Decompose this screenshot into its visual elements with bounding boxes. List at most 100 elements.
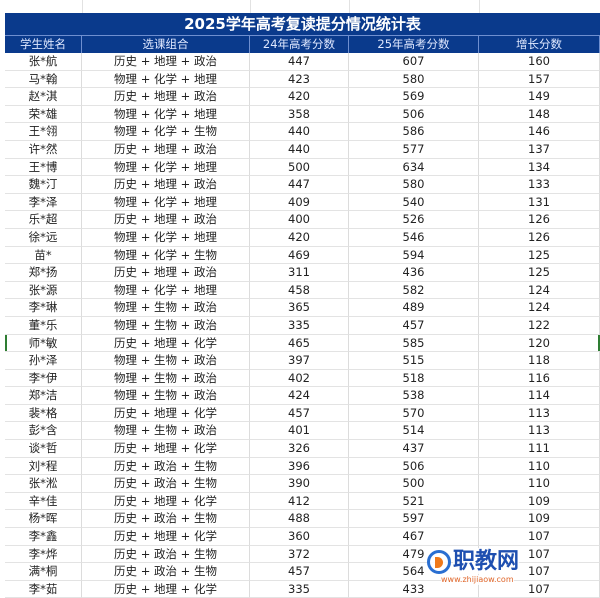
cell-subjects[interactable]: 物理 + 生物 + 政治 (82, 422, 250, 441)
cell-score-25[interactable]: 506 (349, 457, 479, 476)
cell-subjects[interactable]: 物理 + 生物 + 政治 (82, 299, 250, 317)
cell-subjects[interactable]: 物理 + 生物 + 政治 (82, 316, 250, 335)
cell-name[interactable]: 乐*超 (5, 211, 82, 229)
cell-name[interactable]: 荣*雄 (5, 105, 82, 124)
cell-increase[interactable]: 157 (479, 70, 600, 89)
cell-name[interactable]: 王*翎 (5, 123, 82, 141)
header-score-25[interactable]: 25年高考分数 (349, 36, 479, 53)
cell-increase[interactable]: 110 (479, 457, 600, 476)
cell-increase[interactable]: 118 (479, 352, 600, 370)
cell-score-24[interactable]: 358 (250, 105, 349, 124)
cell-increase[interactable]: 116 (479, 369, 600, 388)
cell-name[interactable]: 师*敏 (5, 334, 82, 353)
cell-subjects[interactable]: 物理 + 生物 + 政治 (82, 387, 250, 405)
cell-score-24[interactable]: 458 (250, 281, 349, 300)
cell-score-24[interactable]: 311 (250, 264, 349, 282)
cell-subjects[interactable]: 历史 + 地理 + 化学 (82, 404, 250, 423)
cell-score-25[interactable]: 546 (349, 228, 479, 247)
cell-score-24[interactable]: 447 (250, 53, 349, 71)
cell-increase[interactable]: 125 (479, 246, 600, 265)
cell-name[interactable]: 李*鑫 (5, 528, 82, 546)
cell-subjects[interactable]: 历史 + 地理 + 政治 (82, 88, 250, 106)
cell-score-25[interactable]: 467 (349, 528, 479, 546)
cell-subjects[interactable]: 物理 + 化学 + 地理 (82, 281, 250, 300)
cell-score-25[interactable]: 577 (349, 140, 479, 159)
cell-name[interactable]: 李*烨 (5, 545, 82, 564)
cell-subjects[interactable]: 历史 + 地理 + 政治 (82, 140, 250, 159)
cell-score-25[interactable]: 457 (349, 316, 479, 335)
cell-score-25[interactable]: 569 (349, 88, 479, 106)
cell-score-25[interactable]: 489 (349, 299, 479, 317)
cell-increase[interactable]: 131 (479, 193, 600, 212)
cell-subjects[interactable]: 历史 + 地理 + 政治 (82, 176, 250, 194)
cell-subjects[interactable]: 历史 + 政治 + 生物 (82, 510, 250, 529)
cell-score-24[interactable]: 420 (250, 88, 349, 106)
cell-score-24[interactable]: 457 (250, 563, 349, 581)
cell-subjects[interactable]: 物理 + 生物 + 政治 (82, 352, 250, 370)
cell-increase[interactable]: 111 (479, 440, 600, 458)
cell-score-24[interactable]: 335 (250, 316, 349, 335)
cell-score-24[interactable]: 447 (250, 176, 349, 194)
cell-name[interactable]: 李*琳 (5, 299, 82, 317)
cell-score-24[interactable]: 390 (250, 475, 349, 493)
cell-increase[interactable]: 133 (479, 176, 600, 194)
cell-score-24[interactable]: 412 (250, 492, 349, 511)
cell-score-25[interactable]: 634 (349, 158, 479, 177)
header-subjects[interactable]: 选课组合 (82, 36, 250, 53)
cell-name[interactable]: 郑*扬 (5, 264, 82, 282)
cell-subjects[interactable]: 历史 + 地理 + 政治 (82, 53, 250, 71)
cell-subjects[interactable]: 历史 + 地理 + 化学 (82, 440, 250, 458)
cell-subjects[interactable]: 物理 + 化学 + 地理 (82, 193, 250, 212)
cell-increase[interactable]: 124 (479, 281, 600, 300)
cell-name[interactable]: 谈*哲 (5, 440, 82, 458)
cell-score-24[interactable]: 401 (250, 422, 349, 441)
cell-score-25[interactable]: 540 (349, 193, 479, 212)
cell-score-25[interactable]: 515 (349, 352, 479, 370)
cell-name[interactable]: 李*泽 (5, 193, 82, 212)
cell-score-25[interactable]: 514 (349, 422, 479, 441)
cell-name[interactable]: 赵*淇 (5, 88, 82, 106)
cell-increase[interactable]: 122 (479, 316, 600, 335)
cell-increase[interactable]: 110 (479, 475, 600, 493)
cell-subjects[interactable]: 历史 + 政治 + 生物 (82, 545, 250, 564)
cell-increase[interactable]: 149 (479, 88, 600, 106)
cell-name[interactable]: 王*博 (5, 158, 82, 177)
cell-increase[interactable]: 134 (479, 158, 600, 177)
cell-name[interactable]: 李*伊 (5, 369, 82, 388)
cell-score-25[interactable]: 437 (349, 440, 479, 458)
cell-subjects[interactable]: 历史 + 地理 + 政治 (82, 264, 250, 282)
cell-score-24[interactable]: 465 (250, 334, 349, 353)
header-score-24[interactable]: 24年高考分数 (250, 36, 349, 53)
cell-score-24[interactable]: 409 (250, 193, 349, 212)
cell-subjects[interactable]: 历史 + 政治 + 生物 (82, 563, 250, 581)
cell-score-24[interactable]: 424 (250, 387, 349, 405)
cell-score-24[interactable]: 488 (250, 510, 349, 529)
cell-score-24[interactable]: 360 (250, 528, 349, 546)
cell-subjects[interactable]: 物理 + 化学 + 生物 (82, 246, 250, 265)
cell-subjects[interactable]: 物理 + 化学 + 地理 (82, 70, 250, 89)
cell-score-24[interactable]: 440 (250, 123, 349, 141)
cell-subjects[interactable]: 物理 + 化学 + 地理 (82, 158, 250, 177)
cell-score-24[interactable]: 335 (250, 580, 349, 598)
cell-score-24[interactable]: 469 (250, 246, 349, 265)
cell-name[interactable]: 李*茹 (5, 580, 82, 598)
cell-subjects[interactable]: 历史 + 政治 + 生物 (82, 475, 250, 493)
cell-increase[interactable]: 126 (479, 211, 600, 229)
cell-name[interactable]: 裴*格 (5, 404, 82, 423)
cell-increase[interactable]: 120 (479, 334, 600, 353)
cell-name[interactable]: 马*翰 (5, 70, 82, 89)
cell-score-25[interactable]: 500 (349, 475, 479, 493)
cell-score-25[interactable]: 570 (349, 404, 479, 423)
cell-increase[interactable]: 126 (479, 228, 600, 247)
cell-subjects[interactable]: 物理 + 化学 + 地理 (82, 228, 250, 247)
cell-score-24[interactable]: 500 (250, 158, 349, 177)
cell-score-24[interactable]: 457 (250, 404, 349, 423)
cell-increase[interactable]: 107 (479, 528, 600, 546)
cell-increase[interactable]: 160 (479, 53, 600, 71)
cell-score-25[interactable]: 521 (349, 492, 479, 511)
cell-score-24[interactable]: 397 (250, 352, 349, 370)
cell-score-24[interactable]: 440 (250, 140, 349, 159)
cell-score-24[interactable]: 326 (250, 440, 349, 458)
cell-score-24[interactable]: 420 (250, 228, 349, 247)
cell-score-25[interactable]: 526 (349, 211, 479, 229)
